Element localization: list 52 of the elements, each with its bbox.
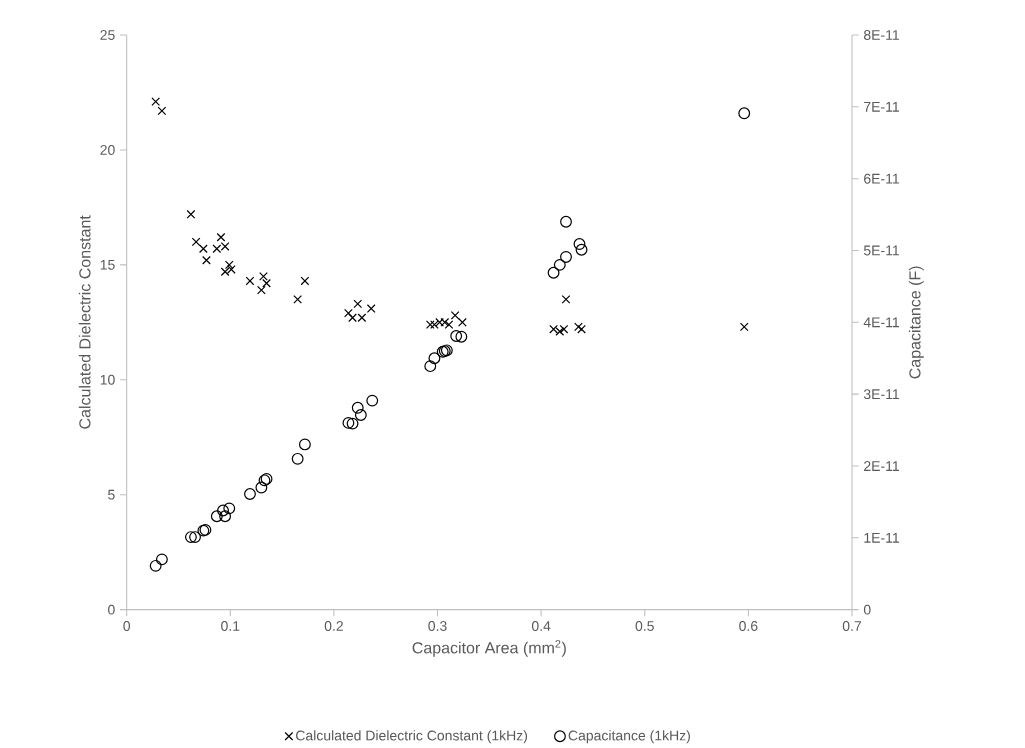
x-axis-title: Capacitor Area (mm$^{2}$): [412, 640, 566, 657]
y2-tick-label: 1E-11: [864, 533, 899, 543]
x-tick-label: 0.5: [635, 621, 654, 632]
y2-tick-label: 5E-11: [863, 245, 899, 256]
point: [293, 295, 303, 304]
point: [151, 97, 161, 107]
y2-tick-label: 0: [863, 604, 871, 615]
legend-label: Calculated Dielectric Constant (1kHz): [296, 730, 528, 744]
y2-tick-label: 8E-11: [863, 30, 899, 41]
point: [216, 233, 226, 242]
point: [157, 106, 167, 116]
x-tick-label: 0.3: [428, 621, 447, 632]
x-tick-label: 0.4: [531, 621, 551, 632]
x-tick-label: 0.6: [739, 621, 758, 632]
point: [430, 320, 439, 330]
y2-axis-title: Capacitance (F): [908, 266, 924, 379]
y-tick-label: 5: [108, 490, 115, 500]
point: [257, 285, 266, 295]
point: [458, 318, 467, 327]
y2-tick-label: 4E-11: [863, 317, 899, 328]
point: [198, 244, 208, 254]
x-tick-label: 0: [123, 621, 131, 632]
point: [353, 299, 363, 309]
point: [577, 325, 586, 334]
point: [300, 276, 310, 286]
point: [561, 295, 571, 304]
y-tick-label: 15: [100, 260, 115, 270]
point: [739, 322, 749, 332]
point: [186, 210, 196, 219]
point: [259, 272, 268, 281]
y-tick-label: 25: [100, 30, 115, 41]
point: [262, 279, 271, 288]
y2-tick-label: 6E-11: [864, 173, 899, 184]
y2-tick-label: 7E-11: [864, 102, 899, 112]
y-axis-title: Calculated Dielectric Constant: [78, 215, 91, 429]
point: [245, 276, 255, 286]
y2-tick-label: 2E-11: [864, 461, 899, 472]
y-tick-label: 10: [100, 375, 115, 385]
point: [574, 322, 583, 332]
x-tick-label: 0.7: [842, 621, 861, 632]
point: [450, 311, 460, 320]
point: [366, 304, 376, 314]
legend-label: Capacitance (1kHz): [568, 730, 690, 744]
y-tick-label: 0: [108, 604, 115, 615]
point: [191, 237, 201, 247]
point: [224, 260, 234, 270]
y-tick-label: 20: [100, 145, 115, 156]
point: [202, 256, 211, 265]
x-tick-label: 0.1: [221, 621, 240, 632]
point: [344, 308, 353, 318]
x-tick-label: 0.2: [324, 621, 343, 632]
y2-tick-label: 3E-11: [863, 389, 899, 400]
